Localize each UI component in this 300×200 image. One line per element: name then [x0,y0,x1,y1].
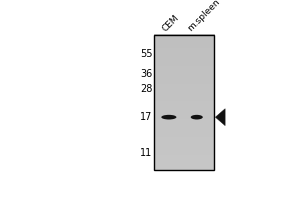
Text: CEM: CEM [160,13,180,33]
Text: 55: 55 [140,49,153,59]
Text: m.spleen: m.spleen [186,0,221,33]
Ellipse shape [191,115,203,119]
Text: 28: 28 [140,84,153,94]
Text: 11: 11 [140,148,153,158]
Text: 17: 17 [140,112,153,122]
Ellipse shape [161,115,176,119]
Polygon shape [215,109,225,126]
Text: 36: 36 [140,69,153,79]
Bar [154,35,214,170]
